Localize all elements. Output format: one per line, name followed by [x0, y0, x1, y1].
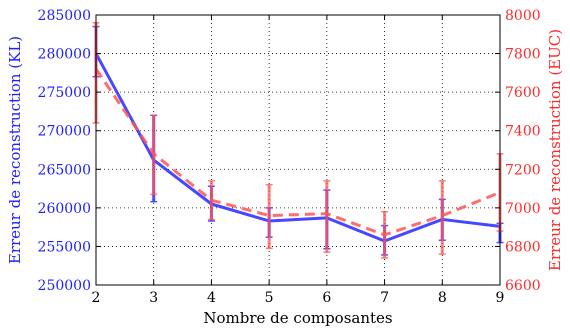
ticks: 2 3 4 5 6 7 8 9 250000 255000 260000 265000 270000 27… — [38, 8, 541, 306]
y-tick-label-right: 7400 — [505, 124, 541, 140]
series-line — [94, 68, 501, 237]
x-tick-label: 6 — [322, 290, 331, 306]
y-tick-label-right: 7000 — [505, 201, 541, 217]
x-tick-label: 5 — [265, 290, 274, 306]
y-tick-label-left: 270000 — [38, 124, 91, 140]
y-tick-label-right: 7600 — [505, 85, 541, 101]
y-tick-label-left: 250000 — [38, 278, 91, 294]
y-tick-label-left: 275000 — [38, 85, 91, 101]
y-tick-label-right: 6800 — [505, 239, 541, 255]
series-layer — [92, 21, 504, 259]
x-tick-label: 9 — [496, 290, 505, 306]
y-tick-label-right: 7800 — [505, 47, 541, 63]
y-tick-label-left: 265000 — [38, 162, 91, 178]
y-tick-label-right: 6600 — [505, 278, 541, 294]
x-tick-label: 4 — [207, 290, 216, 306]
x-tick-label: 7 — [380, 290, 389, 306]
y-tick-label-left: 285000 — [38, 8, 91, 24]
x-tick-label: 3 — [149, 290, 158, 306]
y-axis-label-left: Erreur de reconstruction (KL) — [6, 36, 24, 264]
y-axis-label-right: Erreur de reconstruction (EUC) — [546, 29, 564, 271]
x-tick-label: 2 — [92, 290, 101, 306]
x-tick-label: 8 — [438, 290, 447, 306]
y-tick-label-left: 260000 — [38, 201, 91, 217]
x-axis-label: Nombre de composantes — [203, 309, 392, 327]
y-tick-label-left: 255000 — [38, 239, 91, 255]
y-tick-label-right: 8000 — [505, 8, 541, 24]
plot-frame — [95, 14, 501, 286]
plot-area — [96, 15, 500, 285]
series-line — [94, 52, 501, 243]
y-tick-label-left: 280000 — [38, 47, 91, 63]
y-tick-label-right: 7200 — [505, 162, 541, 178]
